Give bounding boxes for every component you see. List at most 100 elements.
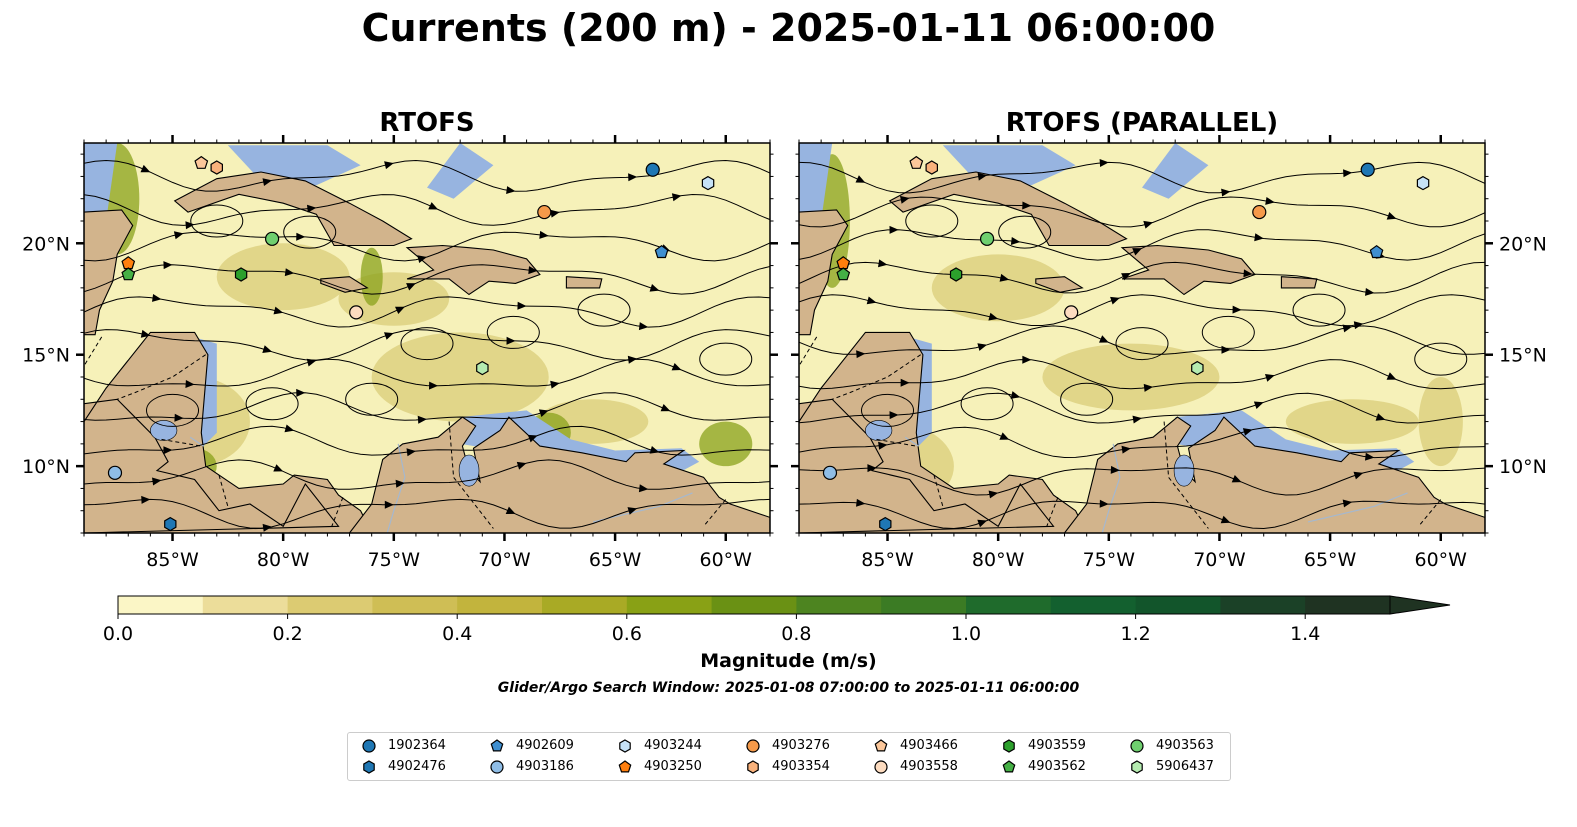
- streamline-arrow: [1099, 159, 1109, 167]
- eddy-streamline: [1292, 293, 1346, 327]
- streamline-arrow: [977, 172, 988, 181]
- float-marker-4903276: [537, 204, 552, 220]
- colorbar-tick-label: 1.4: [1290, 623, 1320, 645]
- colorbar-segment: [711, 596, 797, 614]
- river: [592, 492, 693, 523]
- legend-marker-hexagon-icon: [1003, 739, 1015, 753]
- streamline-arrow: [856, 498, 866, 507]
- panel-title-rtofs: RTOFS: [379, 108, 475, 138]
- lon-tick-label: 70°W: [478, 549, 531, 571]
- colorbar-segment: [1135, 596, 1221, 614]
- eddy-streamline: [283, 215, 337, 249]
- speed-field-patch: [1042, 343, 1220, 411]
- map-panel-rtofs: 85°W 80°W 75°W 70°W 65°W 60°W 10°N 15°N 20°N: [22, 135, 778, 571]
- colorbar-extend-arrow: [1389, 595, 1451, 615]
- float-marker-4902476: [164, 516, 177, 532]
- streamline-arrow: [273, 464, 284, 472]
- streamline-arrow: [429, 381, 439, 390]
- colorbar-segment: [118, 596, 204, 614]
- float-marker-4903562: [836, 267, 851, 281]
- legend-marker-shape: [618, 760, 632, 773]
- streamline-arrow: [856, 350, 866, 359]
- streamline-arrow: [878, 441, 888, 450]
- float-marker-4902609: [654, 244, 669, 259]
- lake-nicaragua: [865, 420, 893, 441]
- streamline-arrow: [649, 284, 660, 292]
- legend-marker-shape: [490, 760, 504, 774]
- legend-marker-shape: [874, 760, 888, 774]
- legend-marker-shape: [1131, 760, 1143, 774]
- legend-marker-shape: [490, 739, 504, 752]
- legend-label: 4903466: [900, 738, 958, 753]
- land-puerto-rico: [1280, 276, 1318, 289]
- legend-marker-pentagon-icon: [490, 739, 504, 752]
- streamline: [799, 294, 1485, 327]
- streamline-arrow: [1343, 169, 1353, 178]
- streamline-arrow: [395, 306, 405, 314]
- legend-label: 4903558: [900, 759, 958, 774]
- eddy-streamline: [1115, 327, 1169, 361]
- streamline-arrow: [1099, 335, 1109, 343]
- legend-label: 4903186: [516, 759, 574, 774]
- streamline-arrow: [671, 193, 682, 202]
- panel-title-rtofs-parallel: RTOFS (PARALLEL): [1005, 108, 1279, 138]
- streamline-arrow: [1143, 383, 1154, 392]
- river: [1307, 492, 1408, 523]
- streamline-arrow: [528, 266, 538, 275]
- streamline-arrow: [671, 363, 682, 371]
- streamline-arrow: [999, 432, 1010, 440]
- streamline-arrow: [1121, 445, 1131, 454]
- lon-tick-label: 60°W: [700, 549, 753, 571]
- streamline-arrow: [152, 477, 162, 486]
- legend-marker-circle-icon: [746, 739, 760, 753]
- colorbar-label: Magnitude (m/s): [700, 650, 877, 672]
- streamline-arrow: [284, 424, 295, 433]
- country-border: [1046, 497, 1059, 527]
- streamline-arrow: [1022, 201, 1032, 210]
- streamline-arrow: [1132, 415, 1142, 424]
- legend-label: 4902609: [516, 738, 574, 753]
- country-border: [218, 474, 229, 507]
- streamline-arrow: [866, 296, 877, 305]
- country-border: [331, 497, 344, 527]
- streamline: [84, 358, 770, 387]
- streamline-arrow: [262, 345, 273, 353]
- lon-tick-label: 65°W: [589, 549, 642, 571]
- legend-label: 5906437: [1156, 759, 1214, 774]
- lat-tick-label: 15°N: [22, 345, 70, 367]
- streamline-arrow: [649, 446, 660, 454]
- legend-marker-circle-icon: [874, 760, 888, 774]
- streamline-arrow: [1265, 197, 1275, 205]
- country-border: [448, 421, 494, 529]
- float-marker-4903244: [1416, 175, 1430, 191]
- eddy-streamline: [861, 393, 915, 427]
- river: [904, 436, 919, 447]
- streamline-arrow: [550, 380, 560, 389]
- streamline-arrow: [428, 202, 439, 210]
- streamline-arrow: [1242, 428, 1253, 436]
- legend-marker-pentagon-icon: [618, 760, 632, 773]
- streamline-arrow: [1386, 372, 1397, 380]
- streamline-arrow: [900, 195, 910, 204]
- eddy-streamline: [960, 387, 1014, 421]
- streamline-arrow: [550, 209, 560, 218]
- eddy-streamline: [400, 327, 454, 361]
- lake-nicaragua: [150, 420, 178, 441]
- float-marker-4903559: [949, 267, 963, 282]
- streamline-arrow: [538, 409, 549, 417]
- streamline-arrow: [1220, 515, 1231, 524]
- colorbar-segment: [542, 596, 628, 614]
- streamline-arrow: [273, 306, 284, 315]
- eddy-streamline: [1201, 315, 1255, 349]
- streamline-arrow: [627, 355, 638, 364]
- streamline-arrow: [1132, 248, 1142, 256]
- float-legend: 1902364 4902476 4902609 4903186 4903244 49032…: [347, 732, 1231, 781]
- streamline-arrow: [638, 322, 649, 331]
- legend-label: 4903559: [1028, 738, 1086, 753]
- figure-title: Currents (200 m) - 2025-01-11 06:00:00: [361, 6, 1216, 50]
- float-marker-4903563: [264, 231, 280, 246]
- streamline-arrow: [185, 221, 195, 230]
- streamline-arrow: [1254, 233, 1264, 242]
- streamline-arrow: [384, 500, 394, 509]
